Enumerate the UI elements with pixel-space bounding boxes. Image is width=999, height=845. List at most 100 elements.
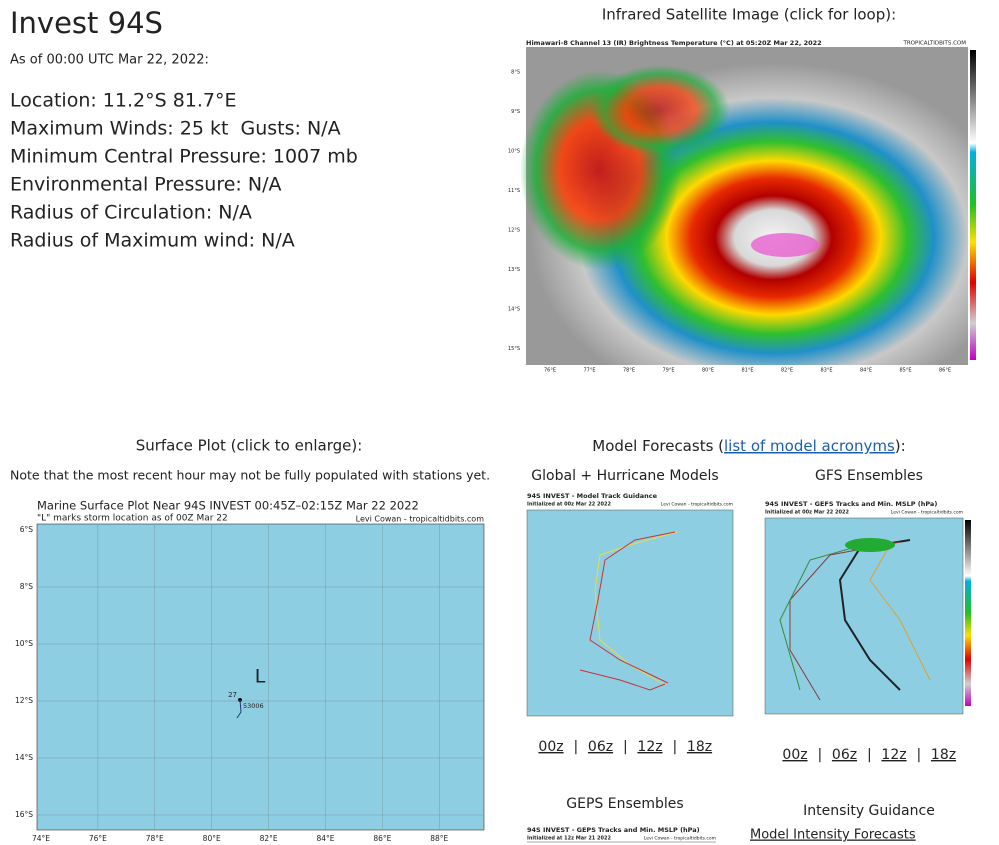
lon-label: 85°E — [899, 368, 911, 374]
image-credit: Levi Cowan - tropicaltidbits.com — [891, 510, 963, 516]
lon-label: 86°E — [939, 368, 951, 374]
lon-label: 82°E — [781, 368, 793, 374]
storm-marker: L — [255, 666, 266, 688]
run-link[interactable]: 12z — [881, 747, 906, 763]
lat-label: 6°S — [20, 525, 34, 534]
image-credit: Levi Cowan - tropicaltidbits.com — [644, 836, 716, 842]
lat-label: 12°S — [508, 228, 520, 234]
lon-label: 83°E — [820, 368, 832, 374]
lat-label: 8°S — [511, 70, 520, 76]
map-area — [36, 523, 485, 831]
run-link[interactable]: 00z — [782, 747, 807, 763]
lon-label: 84°E — [860, 368, 872, 374]
heading-link[interactable]: list of model acronyms — [724, 437, 895, 455]
lon-label: 80°E — [203, 834, 221, 843]
geps-ensemble-image[interactable] — [524, 822, 718, 845]
storm-info: Radius of Circulation: N/A — [10, 202, 252, 224]
separator: | — [867, 747, 872, 763]
lon-label: 74°E — [32, 834, 50, 843]
ir-core — [751, 233, 819, 257]
storm-info: Maximum Winds: 25 kt Gusts: N/A — [10, 118, 341, 140]
heading-text: ): — [895, 437, 906, 455]
intensity-link[interactable]: Model Intensity Forecasts — [750, 828, 916, 843]
image-frame — [524, 822, 718, 845]
track — [869, 544, 931, 681]
lat-label: 8°S — [20, 582, 34, 591]
plot-credit: Levi Cowan - tropicaltidbits.com — [356, 515, 485, 524]
lat-label: 14°S — [15, 753, 33, 762]
colorbar — [965, 520, 971, 706]
plot-title: Marine Surface Plot Near 94S INVEST 00:4… — [37, 499, 419, 513]
surface-plot[interactable] — [30, 495, 488, 835]
map-area — [526, 509, 734, 717]
satellite-image[interactable] — [520, 35, 977, 371]
image-init: Initialized at 12z Mar 21 2022 — [527, 836, 611, 842]
run-link[interactable]: 18z — [931, 747, 956, 763]
station-value: 27 — [228, 691, 237, 699]
lon-label: 80°E — [702, 368, 714, 374]
lat-label: 14°S — [508, 307, 520, 313]
separator: | — [916, 747, 921, 763]
storm-info: Radius of Maximum wind: N/A — [10, 230, 295, 252]
lon-label: 81°E — [741, 368, 753, 374]
lat-label: 16°S — [15, 810, 33, 819]
plot-subtitle: "L" marks storm location as of 00Z Mar 2… — [37, 514, 228, 524]
page-title: Invest 94S — [10, 6, 163, 40]
image-title: 94S INVEST - Model Track Guidance — [527, 492, 658, 500]
model-heading: Global + Hurricane Models — [531, 468, 718, 484]
lon-label: 82°E — [260, 834, 278, 843]
separator: | — [573, 739, 578, 755]
lon-label: 84°E — [316, 834, 334, 843]
station-id: 53006 — [243, 702, 264, 710]
section-heading: Model Forecasts (list of model acronyms)… — [592, 437, 905, 455]
image-init: Initialized at 00z Mar 22 2022 — [527, 502, 611, 508]
run-link[interactable]: 18z — [687, 739, 712, 755]
lon-label: 76°E — [89, 834, 107, 843]
track — [589, 531, 676, 684]
lat-label: 11°S — [508, 188, 520, 194]
image-title: 94S INVEST - GEFS Tracks and Min. MSLP (… — [765, 500, 937, 508]
section-heading: Infrared Satellite Image (click for loop… — [602, 6, 896, 24]
run-link[interactable]: 06z — [588, 739, 613, 755]
image-credit: Levi Cowan - tropicaltidbits.com — [661, 502, 733, 508]
track — [779, 539, 881, 691]
section-heading: Surface Plot (click to enlarge): — [136, 437, 363, 455]
storm-info: Location: 11.2°S 81.7°E — [10, 90, 237, 112]
station-track — [236, 699, 242, 719]
lon-label: 76°E — [544, 368, 556, 374]
lat-label: 15°S — [508, 346, 520, 352]
lat-label: 10°S — [508, 149, 520, 155]
station-dot — [238, 698, 242, 702]
image-title: 94S INVEST - GEPS Tracks and Min. MSLP (… — [527, 826, 700, 834]
run-link[interactable]: 00z — [538, 739, 563, 755]
ensemble-core — [845, 538, 895, 552]
storm-info: Environmental Pressure: N/A — [10, 174, 281, 196]
run-link[interactable]: 06z — [832, 747, 857, 763]
track — [579, 669, 666, 691]
model-heading: Intensity Guidance — [803, 803, 935, 819]
image-title: Himawari-8 Channel 13 (IR) Brightness Te… — [526, 39, 822, 47]
ir-band — [590, 65, 730, 155]
as-of: As of 00:00 UTC Mar 22, 2022: — [10, 53, 209, 68]
separator: | — [817, 747, 822, 763]
global-model-image[interactable] — [524, 488, 735, 718]
lon-label: 78°E — [623, 368, 635, 374]
model-heading: GEPS Ensembles — [566, 796, 683, 812]
run-link[interactable]: 12z — [637, 739, 662, 755]
gfs-ensemble-image[interactable] — [762, 497, 973, 717]
lat-label: 12°S — [15, 696, 33, 705]
lat-label: 9°S — [511, 109, 520, 115]
lat-label: 13°S — [508, 267, 520, 273]
lon-label: 79°E — [662, 368, 674, 374]
colorbar — [970, 50, 976, 360]
lat-label: 10°S — [15, 639, 33, 648]
separator: | — [672, 739, 677, 755]
lon-label: 78°E — [146, 834, 164, 843]
model-heading: GFS Ensembles — [815, 468, 923, 484]
heading-text: Model Forecasts ( — [592, 437, 724, 455]
lon-label: 86°E — [373, 834, 391, 843]
lon-label: 77°E — [583, 368, 595, 374]
lon-label: 88°E — [430, 834, 448, 843]
